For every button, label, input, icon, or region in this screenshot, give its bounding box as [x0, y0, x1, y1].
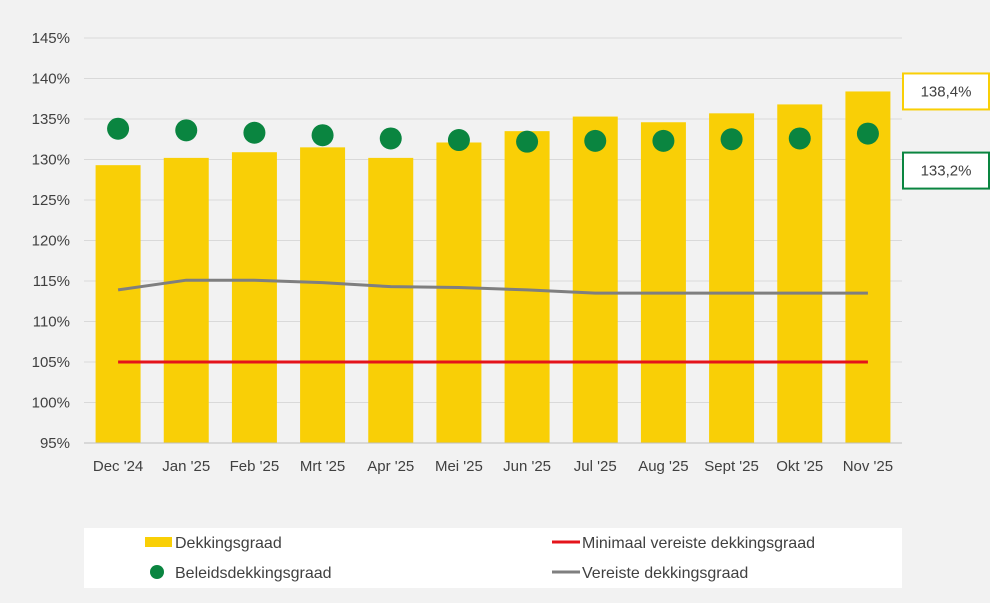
y-axis-tick-labels: 95% 100% 105% 110% 115% 120% 125% 130% 135% 140% 1… [32, 30, 70, 452]
y-tick-label: 100% [32, 395, 70, 412]
callout-box [902, 151, 990, 190]
bar-dekkingsgraad [436, 142, 482, 444]
callout-beleidsdekkingsgraad: 133,2% [902, 151, 990, 190]
beleidsdekkingsgraad-marker [107, 117, 130, 140]
bar-dekkingsgraad [504, 131, 550, 443]
beleidsdekkingsgraad-marker [652, 129, 675, 152]
beleidsdekkingsgraad-marker [720, 128, 743, 151]
bar-dekkingsgraad [845, 91, 891, 444]
callout-dekkingsgraad: 138,4% [902, 72, 990, 111]
y-tick-label: 125% [32, 192, 70, 209]
x-tick-label: Mei '25 [435, 458, 483, 475]
callout-value: 138,4% [921, 83, 972, 100]
bar-dekkingsgraad [163, 157, 209, 443]
x-tick-label: Mrt '25 [300, 458, 345, 475]
value-callouts: 138,4% 133,2% [902, 72, 990, 190]
x-tick-label: Feb '25 [230, 458, 280, 475]
callout-box [902, 72, 990, 111]
y-tick-label: 130% [32, 152, 70, 169]
y-tick-label: 110% [33, 314, 70, 331]
x-tick-label: Aug '25 [638, 458, 688, 475]
legend-label-minimaal-vereiste-dekkingsgraad: Minimaal vereiste dekkingsgraad [582, 535, 815, 552]
beleidsdekkingsgraad-markers [107, 117, 879, 153]
line-series [117, 278, 868, 364]
dekkingsgraad-bars [95, 91, 891, 444]
x-tick-label: Nov '25 [843, 458, 893, 475]
beleidsdekkingsgraad-marker [311, 124, 334, 147]
bar-dekkingsgraad [777, 104, 823, 444]
legend-marker-swatch [150, 565, 164, 579]
beleidsdekkingsgraad-marker [516, 130, 539, 153]
legend-label-beleidsdekkingsgraad: Beleidsdekkingsgraad [175, 565, 332, 582]
x-tick-label: Jun '25 [503, 458, 551, 475]
y-tick-label: 120% [32, 233, 70, 250]
vereiste-dekkingsgraad-line [117, 278, 868, 295]
bar-dekkingsgraad [709, 113, 755, 443]
legend-box [84, 528, 902, 588]
y-tick-label: 135% [32, 111, 70, 128]
x-tick-label: Jan '25 [162, 458, 210, 475]
bar-dekkingsgraad [95, 165, 141, 444]
x-tick-label: Sept '25 [704, 458, 759, 475]
y-tick-label: 105% [32, 354, 70, 371]
beleidsdekkingsgraad-marker [175, 119, 198, 142]
legend: Dekkingsgraad Minimaal vereiste dekkingsg… [84, 528, 902, 588]
x-tick-label: Jul '25 [574, 458, 617, 475]
legend-bar-swatch [145, 537, 172, 547]
beleidsdekkingsgraad-marker [379, 127, 402, 150]
legend-label-dekkingsgraad: Dekkingsgraad [175, 535, 282, 552]
x-tick-label: Apr '25 [367, 458, 414, 475]
beleidsdekkingsgraad-marker [243, 121, 266, 144]
beleidsdekkingsgraad-marker [447, 129, 470, 152]
y-tick-label: 145% [32, 30, 70, 47]
y-tick-label: 95% [40, 435, 70, 452]
bar-dekkingsgraad [640, 122, 686, 444]
legend-label-vereiste-dekkingsgraad: Vereiste dekkingsgraad [582, 565, 748, 582]
y-tick-label: 140% [32, 71, 70, 88]
beleidsdekkingsgraad-marker [788, 127, 811, 150]
x-tick-label: Okt '25 [776, 458, 823, 475]
bar-dekkingsgraad [368, 157, 414, 443]
x-axis-tick-labels: Dec '24 Jan '25 Feb '25 Mrt '25 Apr '25 Mei '… [93, 458, 893, 475]
y-tick-label: 115% [33, 273, 70, 290]
beleidsdekkingsgraad-marker [856, 122, 879, 145]
bar-dekkingsgraad [231, 152, 277, 443]
callout-value: 133,2% [921, 163, 972, 180]
beleidsdekkingsgraad-marker [584, 129, 607, 152]
x-tick-label: Dec '24 [93, 458, 143, 475]
bar-dekkingsgraad [300, 147, 346, 443]
bar-dekkingsgraad [572, 116, 618, 443]
